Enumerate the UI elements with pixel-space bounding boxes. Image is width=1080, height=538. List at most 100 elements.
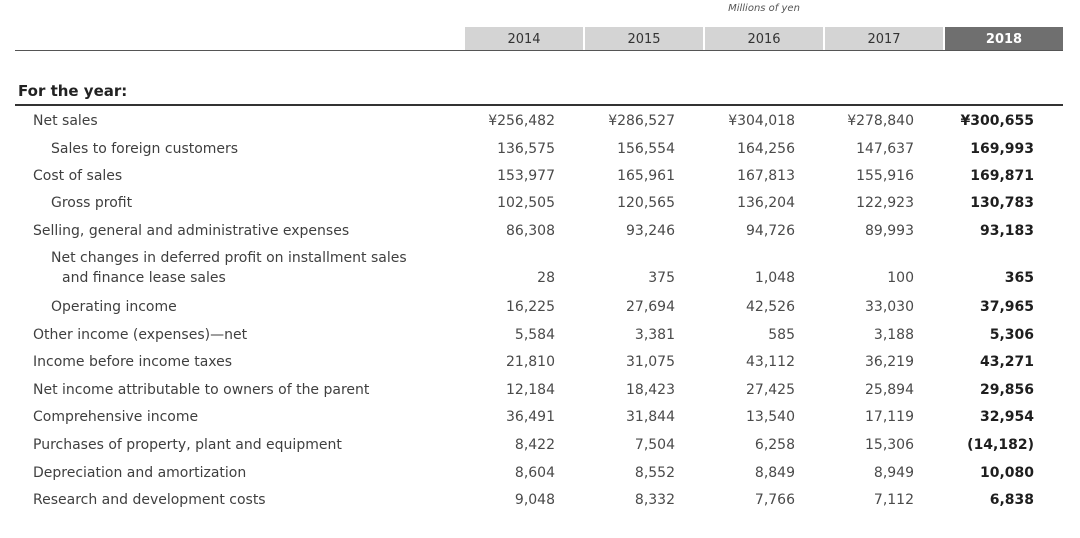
table-row: Net changes in deferred profit on instal… (0, 248, 1080, 296)
row-label-text: Gross profit (51, 195, 133, 211)
row-label-text: Income before income taxes (33, 354, 233, 370)
row-label-text: Research and development costs (33, 492, 266, 508)
year-header-2015: 2015 (585, 27, 703, 51)
cell-2017: ¥278,840 (847, 113, 914, 129)
row-label: Other income (expenses)—net (33, 325, 247, 345)
cell-2018: 10,080 (979, 465, 1034, 481)
year-header-2018: 2018 (945, 27, 1063, 51)
cell-2016: 13,540 (746, 409, 795, 425)
cell-2015: 165,961 (617, 168, 675, 184)
cell-2015: ¥286,527 (608, 113, 675, 129)
cell-2017: 89,993 (865, 223, 914, 239)
cell-2014: 12,184 (506, 382, 555, 398)
cell-2018: ¥300,655 (960, 113, 1034, 129)
cell-2015: 93,246 (626, 223, 675, 239)
table-row: Cost of sales 153,977 165,961 167,813 155,91… (0, 166, 1080, 193)
year-header-2016: 2016 (705, 27, 823, 51)
cell-2016: 1,048 (754, 270, 795, 286)
cell-2014: 86,308 (506, 223, 555, 239)
row-label-text: Depreciation and amortization (33, 465, 247, 481)
cell-2016: 27,425 (746, 382, 795, 398)
cell-2018: 365 (1004, 270, 1034, 286)
cell-2014: 5,584 (514, 327, 555, 343)
row-label-text: Operating income (51, 299, 177, 315)
unit-label: Millions of yen (728, 3, 800, 14)
cell-2015: 31,844 (626, 409, 675, 425)
header-divider (15, 50, 1063, 51)
table-row: Income before income taxes 21,810 31,075 43… (0, 352, 1080, 379)
row-label-text: Comprehensive income (33, 409, 199, 425)
cell-2014: 28 (537, 270, 555, 286)
table-row: Comprehensive income 36,491 31,844 13,540 17… (0, 407, 1080, 434)
row-label-text: Net income attributable to owners of the… (33, 382, 370, 398)
cell-2015: 18,423 (626, 382, 675, 398)
cell-2018: 5,306 (989, 327, 1034, 343)
row-label-text: Net sales (33, 113, 98, 129)
row-label: Research and development costs (33, 490, 266, 510)
cell-2016: 7,766 (754, 492, 795, 508)
row-label-text: Sales to foreign customers (51, 141, 239, 157)
cell-2017: 33,030 (865, 299, 914, 315)
cell-2016: 6,258 (754, 437, 795, 453)
section-divider (15, 104, 1063, 106)
row-label-text: Other income (expenses)—net (33, 327, 248, 343)
row-label: Purchases of property, plant and equipme… (33, 435, 342, 455)
year-header-2014: 2014 (465, 27, 583, 51)
row-label: Net sales (33, 111, 98, 131)
cell-2017: 7,112 (873, 492, 914, 508)
row-label-text: Selling, general and administrative expe… (33, 223, 350, 239)
row-label: Sales to foreign customers (51, 139, 238, 159)
cell-2014: 36,491 (506, 409, 555, 425)
cell-2018: 93,183 (979, 223, 1034, 239)
cell-2017: 100 (887, 270, 914, 286)
cell-2018: 130,783 (970, 195, 1034, 211)
cell-2014: 136,575 (497, 141, 555, 157)
cell-2014: 153,977 (497, 168, 555, 184)
row-label-text: Net changes in deferred profit on instal… (51, 250, 407, 266)
cell-2016: 43,112 (746, 354, 795, 370)
cell-2017: 147,637 (856, 141, 914, 157)
table-row: Gross profit 102,505 120,565 136,204 122,923… (0, 193, 1080, 220)
cell-2017: 122,923 (856, 195, 914, 211)
cell-2016: 8,849 (754, 465, 795, 481)
cell-2016: 136,204 (737, 195, 795, 211)
table-row: Selling, general and administrative expe… (0, 221, 1080, 248)
cell-2015: 7,504 (634, 437, 675, 453)
cell-2017: 8,949 (873, 465, 914, 481)
cell-2016: 167,813 (737, 168, 795, 184)
table-row: Sales to foreign customers 136,575 156,554… (0, 139, 1080, 166)
cell-2018: 169,871 (970, 168, 1034, 184)
cell-2017: 17,119 (865, 409, 914, 425)
year-header-2017: 2017 (825, 27, 943, 51)
table-row: Net sales ¥256,482 ¥286,527 ¥304,018 ¥278,84… (0, 111, 1080, 138)
table-row: Other income (expenses)—net 5,584 3,381 585… (0, 325, 1080, 352)
row-label: Net income attributable to owners of the… (33, 380, 369, 400)
cell-2015: 375 (648, 270, 675, 286)
cell-2014: 21,810 (506, 354, 555, 370)
cell-2017: 25,894 (865, 382, 914, 398)
table-row: Depreciation and amortization 8,604 8,552 8… (0, 463, 1080, 490)
cell-2018: 29,856 (979, 382, 1034, 398)
cell-2015: 156,554 (617, 141, 675, 157)
cell-2015: 8,332 (634, 492, 675, 508)
row-label-continuation: and finance lease sales (62, 270, 226, 286)
cell-2018: 37,965 (979, 299, 1034, 315)
table-row: Operating income 16,225 27,694 42,526 33,030… (0, 297, 1080, 324)
section-title: For the year: (18, 82, 128, 100)
cell-2015: 8,552 (634, 465, 675, 481)
table-row: Net income attributable to owners of the… (0, 380, 1080, 407)
table-row: Purchases of property, plant and equipme… (0, 435, 1080, 462)
row-label: Net changes in deferred profit on instal… (51, 248, 407, 288)
cell-2016: 94,726 (746, 223, 795, 239)
cell-2014: ¥256,482 (488, 113, 555, 129)
cell-2014: 8,604 (514, 465, 555, 481)
row-label: Depreciation and amortization (33, 463, 246, 483)
cell-2018: 43,271 (979, 354, 1034, 370)
cell-2015: 3,381 (634, 327, 675, 343)
cell-2017: 3,188 (873, 327, 914, 343)
cell-2014: 16,225 (506, 299, 555, 315)
cell-2018: 32,954 (979, 409, 1034, 425)
row-label: Income before income taxes (33, 352, 232, 372)
row-label: Comprehensive income (33, 407, 198, 427)
cell-2016: 42,526 (746, 299, 795, 315)
